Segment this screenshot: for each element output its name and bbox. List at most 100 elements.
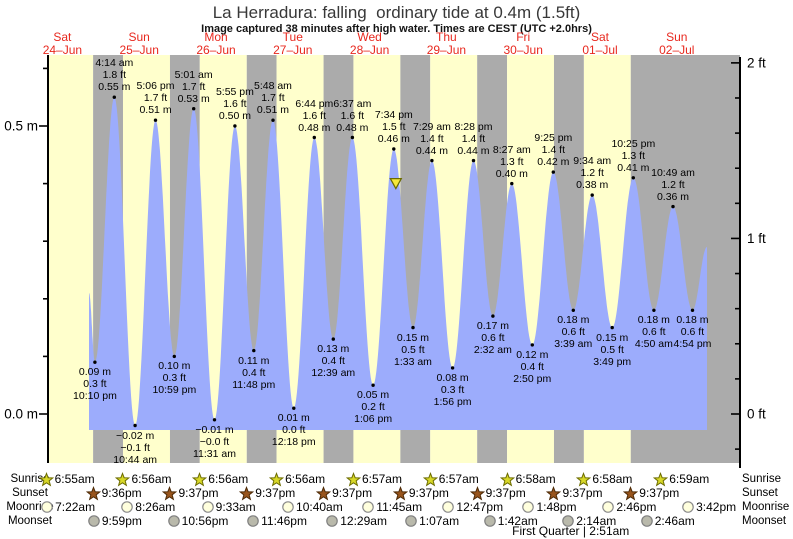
day-label: Thu 29–Jun (426, 30, 467, 57)
high-tide-annotation: 7:29 am 1.4 ft 0.44 m (412, 120, 451, 157)
extreme-dot (271, 118, 275, 122)
moonset-row-label-right: Moonset (742, 515, 787, 527)
sunset-event: 9:37pm (469, 485, 526, 501)
moonset-circle-icon (167, 514, 182, 528)
sunset-star-icon (316, 485, 332, 501)
moonset-circle-icon (483, 514, 498, 528)
moonrise-row-label-right: Moonrise (742, 501, 790, 513)
moonrise-event: 9:33am (201, 500, 256, 514)
sunrise-event: 6:58am (499, 471, 556, 487)
high-tide-annotation: 9:34 am 1.2 ft 0.38 m (573, 155, 612, 192)
extreme-dot (371, 383, 375, 387)
sunrise-event: 6:55am (38, 471, 95, 487)
moonset-time: 1:42am (497, 513, 538, 528)
day-label: Mon 26–Jun (196, 30, 236, 57)
sunrise-star-icon (269, 471, 285, 487)
extreme-dot (671, 204, 675, 209)
moonrise-time: 9:33am (215, 499, 256, 514)
high-tide-annotation: 7:34 pm 1.5 ft 0.46 m (374, 109, 413, 146)
low-tide-annotation: 0.17 m 0.6 ft 2:32 am (473, 320, 512, 357)
moonrise-row-label-left: Moonrise (6, 501, 54, 513)
sunrise-star-icon (653, 471, 669, 487)
low-tide-annotation: 0.05 m 0.2 ft 1:06 pm (354, 389, 393, 426)
right-axis-tick-label: 1 ft (747, 231, 766, 246)
moonrise-event: 12:47pm (441, 500, 503, 514)
sunset-event: 9:37pm (239, 485, 295, 501)
sunset-event: 9:37pm (392, 485, 449, 501)
moonrise-event: 8:26am (120, 500, 175, 514)
day-label: Sun 02–Jul (659, 30, 695, 57)
moonset-event: 11:46pm (246, 514, 307, 528)
extreme-dot (510, 181, 514, 186)
sunset-star-icon (239, 485, 255, 501)
chart-subtitle: Image captured 38 minutes after high wat… (201, 23, 592, 35)
sunset-time: 9:37pm (639, 486, 680, 500)
moonset-circle-icon (404, 514, 419, 528)
high-tide-annotation: 5:06 pm 1.7 ft 0.51 m (136, 80, 175, 117)
day-label: Sat 01–Jul (582, 30, 618, 57)
low-tide-annotation: 0.10 m 0.3 ft 10:59 pm (152, 360, 197, 397)
sunrise-time: 6:55am (54, 472, 95, 486)
extreme-dot (212, 418, 217, 422)
right-axis-tick-label: 0 ft (747, 407, 766, 422)
extreme-dot (93, 360, 97, 364)
extreme-dot (153, 118, 158, 122)
moonrise-time: 11:45am (376, 499, 423, 514)
moonset-circle-icon (561, 514, 576, 528)
high-tide-annotation: 5:01 am 1.7 ft 0.53 m (174, 68, 213, 105)
moonset-row-label-left: Moonset (7, 515, 53, 527)
sunset-time: 9:37pm (562, 486, 603, 500)
sunrise-time: 6:57am (438, 472, 479, 486)
sunrise-star-icon (192, 471, 208, 487)
moonrise-event: 3:42pm (681, 500, 736, 514)
day-label: Fri 30–Jun (503, 30, 543, 57)
high-tide-annotation: 8:28 pm 1.4 ft 0.44 m (454, 120, 493, 157)
moonset-circle-icon (246, 514, 261, 528)
day-band (48, 55, 94, 463)
moonrise-time: 7:22am (55, 499, 96, 514)
extreme-dot (690, 308, 695, 312)
moonset-circle-icon (87, 514, 102, 528)
sunset-time: 9:36pm (101, 486, 142, 500)
sunset-event: 9:37pm (162, 485, 219, 501)
high-tide-annotation: 5:55 pm 1.6 ft 0.50 m (215, 86, 254, 122)
sunset-star-icon (85, 485, 102, 501)
moonrise-circle-icon (361, 500, 376, 514)
left-axis-tick-label: 0.0 m (4, 407, 38, 422)
moonrise-event: 11:45am (361, 500, 422, 514)
moonset-event: 1:07am (404, 514, 459, 528)
extreme-dot (590, 193, 594, 197)
moonset-time: 11:46pm (261, 513, 307, 528)
sunrise-star-icon (576, 471, 592, 487)
moonrise-event: 1:48pm (521, 500, 576, 514)
high-tide-annotation: 6:44 pm 1.6 ft 0.48 m (295, 97, 334, 134)
extreme-dot (530, 343, 534, 347)
low-tide-annotation: 0.01 m 0.0 ft 12:18 pm (271, 412, 316, 449)
sunrise-star-icon (422, 471, 439, 487)
extreme-dot (133, 423, 137, 428)
sunrise-time: 6:56am (208, 472, 249, 486)
moonrise-circle-icon (681, 500, 696, 514)
high-tide-annotation: 6:37 am 1.6 ft 0.48 m (333, 97, 372, 134)
high-tide-annotation: 5:48 am 1.7 ft 0.51 m (253, 80, 292, 117)
sunrise-event: 6:58am (576, 471, 632, 487)
extreme-dot (350, 135, 355, 140)
sunset-time: 9:37pm (485, 486, 526, 500)
sunrise-time: 6:59am (669, 472, 710, 486)
sunrise-event: 6:59am (653, 471, 710, 487)
right-axis-tick-label: 2 ft (747, 55, 766, 70)
moonset-time: 10:56pm (181, 513, 229, 528)
sunset-time: 9:37pm (178, 486, 219, 500)
extreme-dot (631, 176, 635, 180)
moonrise-event: 2:46pm (601, 500, 656, 514)
day-label: Sat 24–Jun (42, 30, 83, 57)
moonrise-circle-icon (281, 500, 296, 514)
sunrise-time: 6:56am (131, 472, 172, 486)
moonrise-circle-icon (521, 500, 536, 514)
sunrise-time: 6:57am (361, 472, 402, 486)
moonset-event: 1:42am (483, 514, 538, 528)
extreme-dot (411, 325, 415, 330)
sunrise-event: 6:56am (192, 471, 249, 487)
moonset-event: 2:46am (640, 514, 695, 528)
